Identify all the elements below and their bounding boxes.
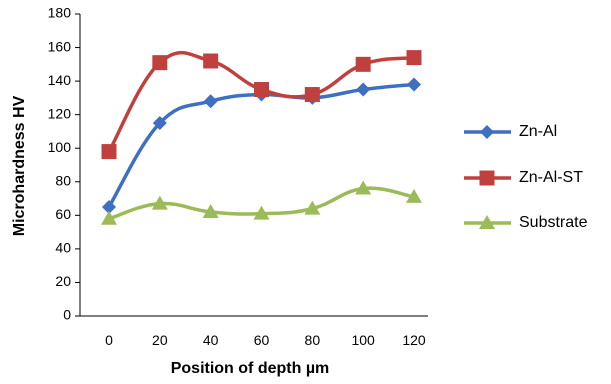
data-point-substrate <box>406 188 422 203</box>
data-point-zn-al-st <box>304 87 320 103</box>
y-axis-title: Microhardness HV <box>11 95 28 236</box>
y-tick-label: 180 <box>48 5 72 21</box>
x-tick-label: 100 <box>351 332 375 348</box>
legend-label-substrate: Substrate <box>519 214 588 231</box>
legend-label-zn-al: Zn-Al <box>519 123 557 140</box>
data-point-zn-al-st <box>254 82 269 97</box>
x-tick-label: 80 <box>305 332 321 348</box>
data-point-substrate <box>101 210 117 225</box>
x-tick-label: 20 <box>152 332 168 348</box>
y-tick-label: 100 <box>48 139 72 155</box>
y-tick-label: 120 <box>48 105 72 121</box>
y-tick-label: 0 <box>63 307 71 323</box>
data-point-substrate <box>253 205 270 220</box>
y-tick-label: 40 <box>55 240 71 256</box>
x-tick-label: 0 <box>105 332 113 348</box>
data-point-zn-al-st <box>406 50 422 66</box>
legend-marker-substrate <box>479 215 495 229</box>
data-point-zn-al <box>203 94 218 109</box>
y-tick-label: 140 <box>48 72 72 88</box>
data-point-substrate <box>151 195 168 210</box>
data-point-zn-al <box>356 82 371 97</box>
x-axis-title: Position of depth µm <box>171 360 330 377</box>
y-tick-label: 160 <box>48 38 72 54</box>
data-point-zn-al-st <box>152 55 168 71</box>
data-point-zn-al-st <box>101 144 117 160</box>
data-point-substrate <box>202 203 219 218</box>
y-tick-label: 80 <box>55 172 71 188</box>
data-point-substrate <box>355 180 372 195</box>
y-tick-label: 60 <box>55 206 71 222</box>
data-point-zn-al <box>102 199 116 214</box>
data-point-zn-al-st <box>355 56 371 72</box>
legend-marker-zn-al-st <box>479 170 495 186</box>
legend-label-zn-al-st: Zn-Al-ST <box>519 169 583 186</box>
data-point-substrate <box>304 200 321 215</box>
y-tick-label: 20 <box>55 273 71 289</box>
data-point-zn-al <box>152 116 167 131</box>
x-tick-label: 120 <box>402 332 426 348</box>
x-tick-label: 40 <box>203 332 219 348</box>
x-tick-label: 60 <box>254 332 270 348</box>
legend-marker-zn-al <box>480 125 494 139</box>
data-point-zn-al-st <box>203 53 219 69</box>
data-point-zn-al <box>407 77 421 92</box>
